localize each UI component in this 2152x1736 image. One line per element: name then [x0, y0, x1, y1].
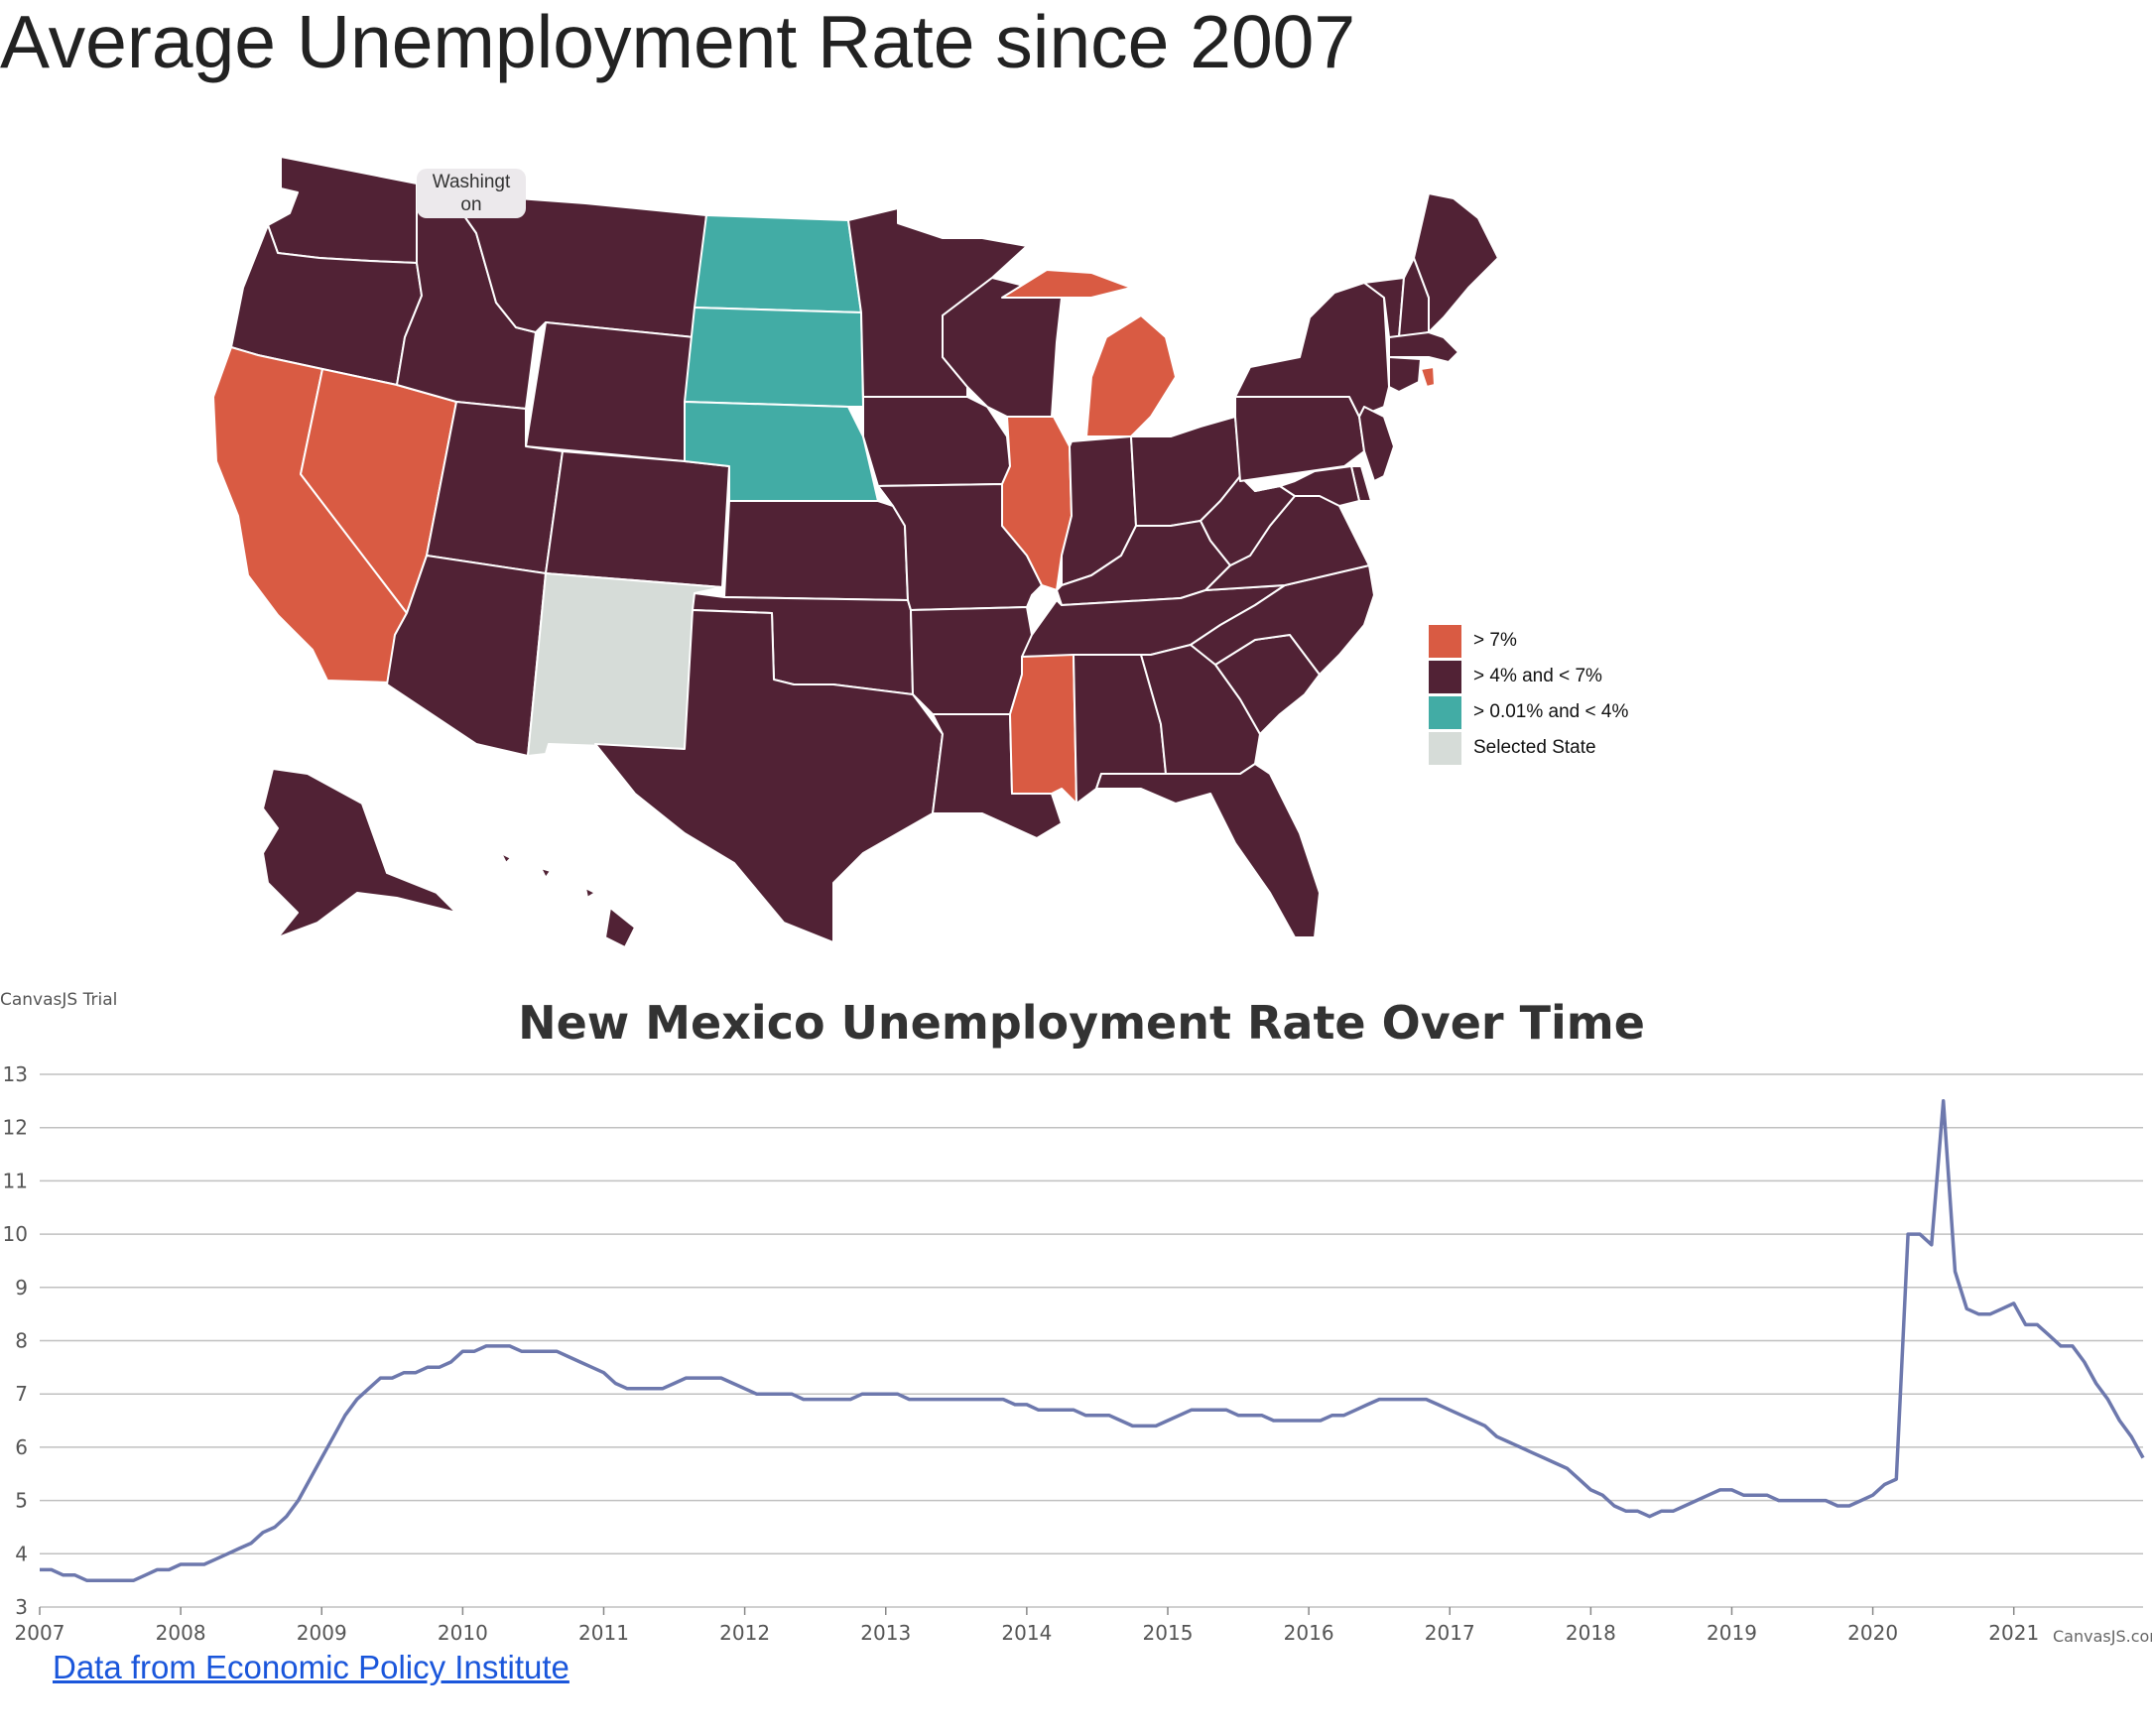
- x-tick-label: 2011: [578, 1621, 629, 1645]
- state-TX[interactable]: [594, 609, 944, 943]
- legend-swatch-low: [1429, 695, 1461, 729]
- tooltip-line-1: Washingt: [432, 172, 511, 192]
- x-axis-ticks: 2007 2008 2009 2010 2011 2012 2013 2014 2015 2016…: [15, 1607, 2039, 1645]
- state-AR[interactable]: [910, 606, 1033, 715]
- y-tick-label: 10: [3, 1222, 28, 1246]
- y-tick-label: 7: [15, 1382, 28, 1406]
- y-tick-label: 3: [15, 1595, 28, 1619]
- legend-label-high: > 7%: [1473, 630, 1517, 651]
- series-line-new-mexico: [40, 1099, 2145, 1582]
- state-IL[interactable]: [1001, 416, 1073, 591]
- x-tick-label: 2021: [1988, 1621, 2039, 1645]
- state-CO[interactable]: [545, 450, 730, 588]
- us-map: [212, 156, 1499, 948]
- y-tick-label: 5: [15, 1489, 28, 1513]
- state-SD[interactable]: [684, 307, 864, 408]
- legend-item-high: > 7%: [1429, 623, 1628, 659]
- x-tick-label: 2019: [1707, 1621, 1757, 1645]
- y-tick-label: 12: [3, 1116, 28, 1140]
- series-layer: [40, 1099, 2145, 1582]
- canvasjs-credit: CanvasJS.com: [2053, 1627, 2152, 1646]
- x-tick-label: 2018: [1566, 1621, 1616, 1645]
- state-IA[interactable]: [862, 396, 1011, 487]
- legend-label-mid: > 4% and < 7%: [1473, 666, 1602, 686]
- trial-label: CanvasJS Trial: [0, 990, 118, 1010]
- state-ND[interactable]: [694, 214, 862, 313]
- legend-item-selected: Selected State: [1429, 730, 1628, 766]
- line-chart: New Mexico Unemployment Rate Over Time 3…: [3, 996, 2145, 1645]
- x-tick-label: 2012: [719, 1621, 770, 1645]
- state-NJ[interactable]: [1358, 406, 1395, 482]
- x-tick-label: 2010: [438, 1621, 488, 1645]
- source-link[interactable]: Data from Economic Policy Institute: [53, 1649, 570, 1685]
- x-tick-label: 2008: [156, 1621, 206, 1645]
- state-KS[interactable]: [723, 500, 909, 601]
- y-tick-label: 6: [15, 1435, 28, 1459]
- page-title: Average Unemployment Rate since 2007: [0, 0, 1356, 83]
- legend-label-low: > 0.01% and < 4%: [1473, 701, 1629, 722]
- legend-label-selected: Selected State: [1473, 737, 1596, 758]
- legend-swatch-selected: [1429, 731, 1461, 765]
- y-tick-label: 4: [15, 1542, 28, 1565]
- map-legend: > 7% > 4% and < 7% > 0.01% and < 4% Sele…: [1429, 623, 1628, 766]
- legend-swatch-mid: [1429, 660, 1461, 693]
- state-MT[interactable]: [447, 192, 707, 338]
- y-axis-ticks: 3 4 5 6 7 8 9 10 11 12 13: [3, 1062, 28, 1619]
- x-tick-label: 2014: [1001, 1621, 1052, 1645]
- x-tick-label: 2015: [1143, 1621, 1194, 1645]
- y-tick-label: 8: [15, 1329, 28, 1353]
- map-tooltip: Washingt on: [417, 169, 526, 218]
- x-tick-label: 2017: [1425, 1621, 1475, 1645]
- state-NC[interactable]: [1190, 564, 1375, 676]
- state-WA[interactable]: [267, 156, 418, 264]
- state-CT[interactable]: [1388, 356, 1422, 393]
- y-tick-label: 9: [15, 1276, 28, 1300]
- x-tick-label: 2013: [860, 1621, 911, 1645]
- legend-item-low: > 0.01% and < 4%: [1429, 694, 1628, 730]
- state-WY[interactable]: [525, 321, 696, 462]
- legend-item-mid: > 4% and < 7%: [1429, 659, 1628, 694]
- state-HI[interactable]: [500, 852, 636, 948]
- chart-title: New Mexico Unemployment Rate Over Time: [518, 996, 1645, 1050]
- grid-lines: [40, 1073, 2143, 1608]
- x-tick-label: 2016: [1284, 1621, 1334, 1645]
- state-MI[interactable]: [1001, 269, 1177, 437]
- state-ME[interactable]: [1413, 192, 1499, 333]
- state-MD[interactable]: [1254, 465, 1360, 507]
- x-tick-label: 2009: [297, 1621, 347, 1645]
- state-RI[interactable]: [1420, 366, 1436, 388]
- y-tick-label: 11: [3, 1169, 28, 1192]
- y-tick-label: 13: [3, 1062, 28, 1086]
- legend-swatch-high: [1429, 624, 1461, 658]
- state-NY[interactable]: [1234, 282, 1390, 418]
- state-AK[interactable]: [262, 768, 457, 938]
- x-tick-label: 2007: [15, 1621, 65, 1645]
- state-FL[interactable]: [1095, 763, 1321, 938]
- x-tick-label: 2020: [1847, 1621, 1898, 1645]
- tooltip-line-2: on: [460, 194, 482, 215]
